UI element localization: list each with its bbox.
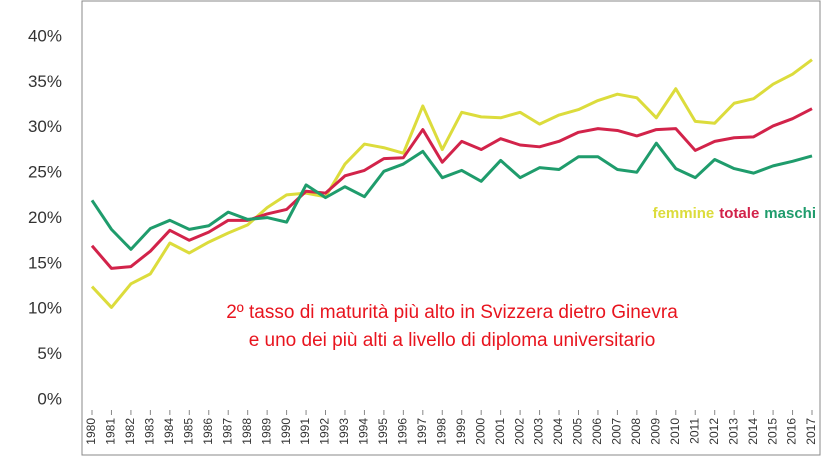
x-tick-label: 2006 xyxy=(590,418,604,445)
x-tick-label: 2014 xyxy=(746,418,760,445)
x-tick-label: 2005 xyxy=(571,418,585,445)
y-tick-label: 20% xyxy=(28,208,62,227)
legend-entry: maschi xyxy=(764,205,816,222)
x-tick-label: 2003 xyxy=(532,418,546,445)
x-tick-label: 2012 xyxy=(707,418,721,445)
y-tick-label: 5% xyxy=(37,344,62,363)
x-tick-label: 1999 xyxy=(454,418,468,445)
x-tick-label: 2009 xyxy=(648,418,662,445)
annotation: 2º tasso di maturità più alto in Svizzer… xyxy=(226,302,678,323)
x-tick-label: 1980 xyxy=(84,418,98,445)
x-tick-label: 1989 xyxy=(259,418,273,445)
x-tick-label: 2008 xyxy=(629,418,643,445)
series-line xyxy=(90,58,813,309)
x-tick-label: 1992 xyxy=(318,418,332,445)
x-tick-label: 1991 xyxy=(298,418,312,445)
y-tick-label: 30% xyxy=(28,117,62,136)
x-tick-label: 2002 xyxy=(512,418,526,445)
x-tick-label: 2016 xyxy=(785,418,799,445)
series-line xyxy=(90,141,813,251)
x-tick-label: 1986 xyxy=(201,418,215,445)
x-tick-label: 1984 xyxy=(162,418,176,445)
x-tick-label: 1982 xyxy=(123,418,137,445)
x-tick-label: 1993 xyxy=(337,418,351,445)
y-tick-label: 35% xyxy=(28,72,62,91)
x-tick-label: 2010 xyxy=(668,418,682,445)
x-tick-label: 1997 xyxy=(415,418,429,445)
x-tick-label: 2007 xyxy=(610,418,624,445)
x-tick-label: 1998 xyxy=(434,418,448,445)
x-tick-label: 1981 xyxy=(104,418,118,445)
x-tick-label: 1994 xyxy=(357,418,371,445)
legend-entry: femmine xyxy=(653,205,715,222)
x-tick-label: 1996 xyxy=(396,418,410,445)
x-tick-label: 1987 xyxy=(220,418,234,445)
y-tick-label: 0% xyxy=(37,389,62,408)
y-tick-label: 10% xyxy=(28,299,62,318)
x-tick-label: 2017 xyxy=(804,418,818,445)
legend-entry: totale xyxy=(719,205,759,222)
x-tick-label: 2001 xyxy=(493,418,507,445)
x-tick-label: 1983 xyxy=(143,418,157,445)
x-tick-label: 1988 xyxy=(240,418,254,445)
x-tick-label: 1985 xyxy=(181,418,195,445)
x-tick-label: 1995 xyxy=(376,418,390,445)
x-tick-label: 1990 xyxy=(279,418,293,445)
plot-frame xyxy=(81,0,821,456)
series-line xyxy=(90,107,813,270)
x-tick-label: 2004 xyxy=(551,418,565,445)
x-tick-label: 2015 xyxy=(765,418,779,445)
y-tick-label: 25% xyxy=(28,163,62,182)
annotation: e uno dei più alti a livello di diploma … xyxy=(249,330,656,351)
x-tick-label: 2000 xyxy=(473,418,487,445)
y-tick-label: 40% xyxy=(28,26,62,45)
x-tick-label: 2011 xyxy=(687,418,701,444)
x-tick-label: 2013 xyxy=(726,418,740,445)
y-tick-label: 15% xyxy=(28,253,62,272)
